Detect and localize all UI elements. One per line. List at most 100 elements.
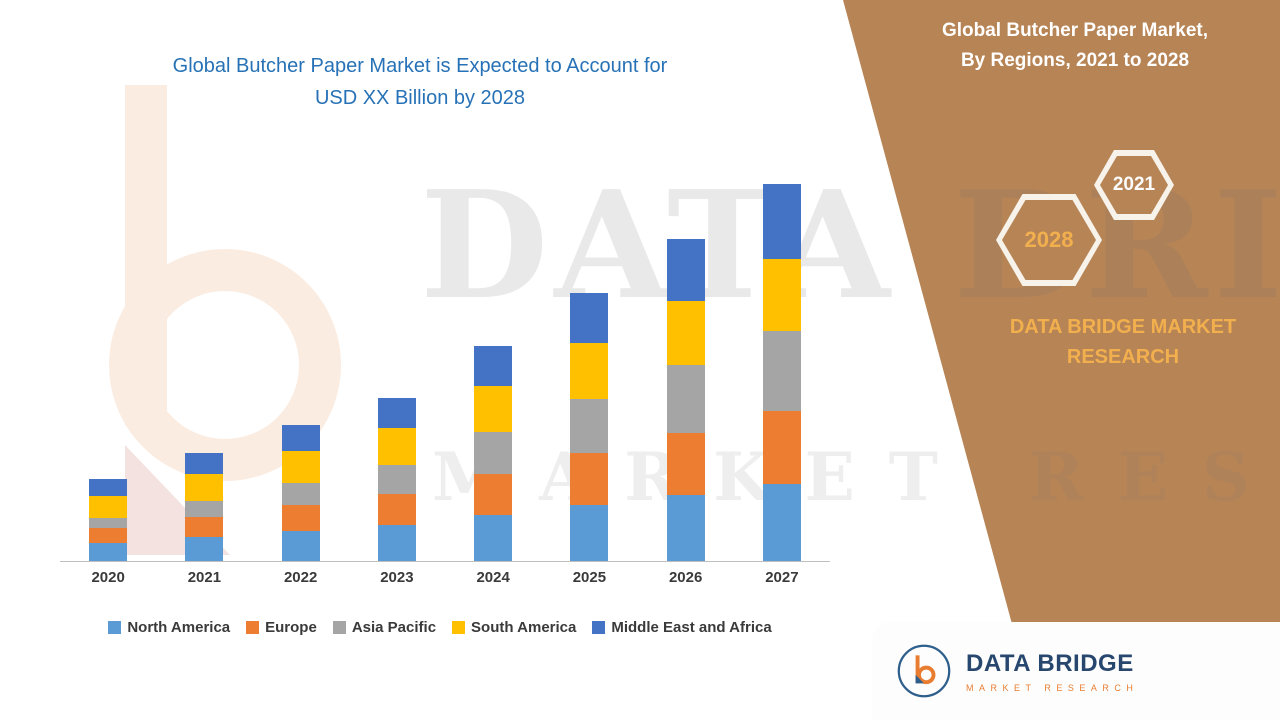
logo-subtitle: MARKET RESEARCH bbox=[966, 682, 1139, 693]
x-axis-label-2021: 2021 bbox=[187, 569, 222, 586]
logo-box: DATA BRIDGE MARKET RESEARCH bbox=[872, 622, 1280, 720]
brand-text-line1: DATA BRIDGE MARKET bbox=[1009, 316, 1237, 338]
hexagon-2028-label: 2028 bbox=[1024, 227, 1074, 252]
x-axis-label-2020: 2020 bbox=[91, 569, 125, 586]
hexagon-fill bbox=[1100, 156, 1168, 214]
legend-swatch-icon bbox=[246, 621, 260, 634]
bar-segment-2020-middle-east-and-africa bbox=[89, 479, 128, 496]
x-axis-label-2023: 2023 bbox=[380, 569, 414, 586]
bar-stack-2024 bbox=[474, 346, 513, 561]
x-axis-label-2025: 2025 bbox=[572, 569, 607, 586]
bar-segment-2025-south-america bbox=[570, 343, 609, 399]
bar-segment-2026-europe bbox=[666, 433, 705, 495]
bar-stack-2025 bbox=[570, 293, 609, 561]
bar-segment-2022-europe bbox=[281, 505, 320, 531]
legend-item-europe: Europe bbox=[246, 619, 317, 636]
bar-stack-2027 bbox=[762, 184, 801, 561]
bar-segment-2027-middle-east-and-africa bbox=[762, 184, 801, 259]
x-axis-label-2027: 2027 bbox=[765, 569, 799, 586]
chart-title: Global Butcher Paper Market is Expected … bbox=[40, 50, 800, 114]
bar-segment-2023-south-america bbox=[377, 428, 416, 465]
hexagon-2021-label: 2021 bbox=[1112, 174, 1156, 195]
bar-column-2026 bbox=[638, 119, 734, 561]
bar-segment-2027-asia-pacific bbox=[762, 331, 801, 411]
bar-segment-2023-middle-east-and-africa bbox=[377, 398, 416, 428]
logo-wordmark: DATA BRIDGE MARKET RESEARCH bbox=[966, 650, 1138, 693]
bar-column-2020 bbox=[60, 119, 156, 561]
hexagon-badge-2028: 2028 bbox=[996, 194, 1102, 286]
legend-item-middle-east-and-africa: Middle East and Africa bbox=[592, 619, 772, 636]
bar-stack-2021 bbox=[185, 453, 224, 561]
x-axis-label-2026: 2026 bbox=[668, 569, 703, 586]
legend-label: Middle East and Africa bbox=[611, 619, 772, 636]
legend-label: Europe bbox=[265, 619, 317, 636]
legend-swatch-icon bbox=[452, 621, 466, 634]
brand-text: DATA BRIDGE MARKET RESEARCH bbox=[958, 312, 1280, 372]
legend-item-north-america: North America bbox=[108, 619, 230, 636]
bar-segment-2026-middle-east-and-africa bbox=[666, 239, 705, 301]
legend-label: Asia Pacific bbox=[351, 619, 437, 636]
panel-header: Global Butcher Paper Market, By Regions,… bbox=[900, 16, 1250, 77]
bar-segment-2026-asia-pacific bbox=[666, 365, 705, 433]
legend-item-south-america: South America bbox=[452, 619, 576, 636]
bar-column-2025 bbox=[541, 119, 637, 561]
bar-segment-2025-asia-pacific bbox=[570, 399, 609, 453]
panel-header-line1: Global Butcher Paper Market, bbox=[941, 20, 1209, 41]
bar-segment-2022-north-america bbox=[281, 531, 320, 561]
legend-item-asia-pacific: Asia Pacific bbox=[332, 619, 437, 636]
bar-segment-2025-north-america bbox=[570, 505, 609, 561]
bar-segment-2020-north-america bbox=[89, 543, 128, 561]
bar-segment-2021-europe bbox=[185, 517, 224, 537]
bar-segment-2023-europe bbox=[377, 494, 416, 525]
bar-column-2027 bbox=[734, 119, 830, 561]
bar-column-2021 bbox=[156, 119, 252, 561]
bar-segment-2023-asia-pacific bbox=[377, 465, 416, 494]
bar-segment-2022-middle-east-and-africa bbox=[281, 425, 320, 451]
bar-segment-2024-europe bbox=[474, 474, 513, 515]
hexagon-badge-2021: 2021 bbox=[1094, 150, 1174, 220]
bar-segment-2027-europe bbox=[762, 411, 801, 484]
bar-stack-2020 bbox=[89, 479, 128, 561]
bar-segment-2022-south-america bbox=[281, 451, 320, 483]
bar-segment-2020-asia-pacific bbox=[89, 518, 128, 528]
legend-swatch-icon bbox=[332, 621, 346, 634]
legend-label: South America bbox=[471, 619, 577, 636]
x-axis-label-2022: 2022 bbox=[283, 569, 318, 586]
legend-swatch-icon bbox=[108, 621, 122, 634]
bar-segment-2020-europe bbox=[89, 528, 128, 543]
bar-segment-2021-south-america bbox=[185, 474, 224, 501]
bar-stack-2026 bbox=[666, 239, 705, 561]
bar-segment-2025-middle-east-and-africa bbox=[570, 293, 609, 343]
bar-segment-2021-middle-east-and-africa bbox=[185, 453, 224, 474]
bar-segment-2027-south-america bbox=[762, 259, 801, 331]
bar-segment-2024-middle-east-and-africa bbox=[474, 346, 513, 386]
bar-segment-2024-asia-pacific bbox=[474, 432, 513, 474]
bar-stack-2022 bbox=[281, 425, 320, 561]
chart-title-line2: USD XX Billion by 2028 bbox=[314, 87, 526, 109]
brand-text-line2: RESEARCH bbox=[1066, 346, 1180, 368]
bar-segment-2024-north-america bbox=[474, 515, 513, 561]
bar-segment-2025-europe bbox=[570, 453, 609, 505]
chart-title-line1: Global Butcher Paper Market is Expected … bbox=[172, 55, 668, 77]
bar-segment-2022-asia-pacific bbox=[281, 483, 320, 505]
bar-segment-2026-north-america bbox=[666, 495, 705, 561]
logo-name: DATA BRIDGE bbox=[966, 649, 1134, 677]
legend-label: North America bbox=[127, 619, 231, 636]
bar-segment-2024-south-america bbox=[474, 386, 513, 432]
bar-segment-2021-north-america bbox=[185, 537, 224, 561]
bar-segment-2023-north-america bbox=[377, 525, 416, 561]
panel-header-line2: By Regions, 2021 to 2028 bbox=[960, 50, 1190, 72]
chart-legend: North America Europe Asia Pacific South Ame… bbox=[40, 619, 840, 636]
bar-segment-2021-asia-pacific bbox=[185, 501, 224, 517]
x-axis-label-2024: 2024 bbox=[476, 569, 510, 586]
data-bridge-logo-icon bbox=[896, 643, 952, 699]
legend-swatch-icon bbox=[592, 621, 606, 634]
bar-stack-2023 bbox=[377, 398, 416, 561]
bar-segment-2020-south-america bbox=[89, 496, 128, 518]
bar-segment-2026-south-america bbox=[666, 301, 705, 365]
bar-segment-2027-north-america bbox=[762, 484, 801, 561]
bar-column-2024 bbox=[445, 119, 541, 561]
bar-column-2022 bbox=[253, 119, 349, 561]
bars-area bbox=[60, 119, 830, 562]
